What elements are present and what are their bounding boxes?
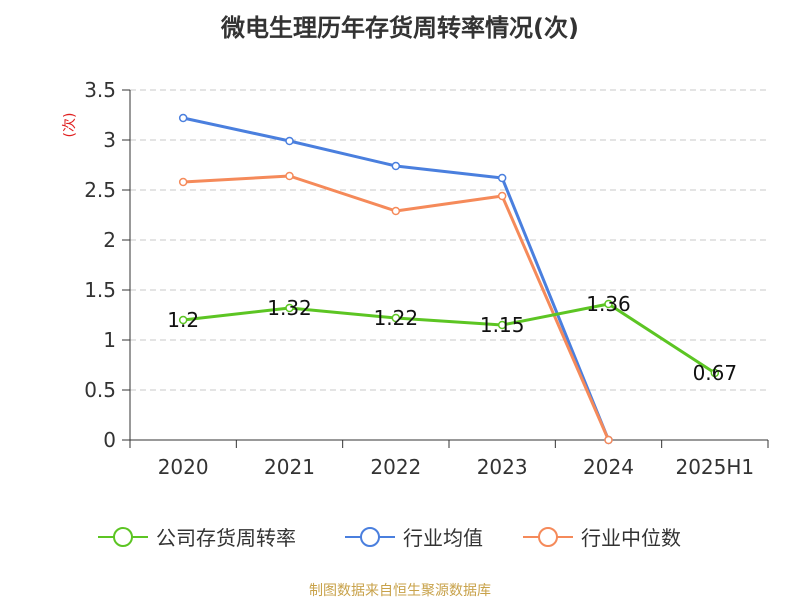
legend-item-industry-avg[interactable]: 行业均值	[345, 522, 483, 551]
y-tick-label: 2	[103, 228, 116, 252]
legend-item-industry-median[interactable]: 行业中位数	[523, 522, 681, 551]
y-tick-label: 1.5	[84, 278, 116, 302]
data-point-0	[285, 303, 294, 313]
y-tick-label: 3	[103, 128, 116, 152]
legend-label-industry-avg: 行业均值	[403, 526, 483, 550]
data-label: 1.2	[167, 308, 199, 332]
legend-swatch-industry-median	[523, 526, 573, 547]
data-point-0	[604, 299, 613, 309]
data-point-1	[391, 161, 401, 171]
chart-title: 微电生理历年存货周转率情况(次)	[221, 14, 579, 42]
legend-marker-industry-median	[538, 526, 558, 547]
x-tick-label: 2020	[158, 455, 209, 479]
legend-swatch-company	[98, 526, 148, 547]
data-point-2	[604, 435, 613, 445]
data-label: 1.32	[267, 296, 312, 320]
data-point-1	[178, 113, 188, 123]
data-point-0	[391, 313, 401, 323]
legend-marker-industry-avg	[360, 526, 380, 547]
data-point-2	[497, 191, 507, 201]
x-tick-label: 2024	[583, 455, 634, 479]
data-point-1	[285, 136, 294, 146]
legend: 公司存货周转率 行业均值 行业中位数	[0, 522, 800, 552]
data-point-1	[497, 173, 507, 183]
data-label: 1.36	[586, 292, 631, 316]
legend-swatch-industry-avg	[345, 526, 395, 547]
legend-label-company: 公司存货周转率	[156, 526, 296, 550]
x-tick-label: 2023	[477, 455, 528, 479]
data-label: 1.22	[374, 306, 419, 330]
legend-marker-company	[113, 526, 133, 547]
data-point-2	[285, 171, 294, 181]
x-tick-label: 2022	[370, 455, 421, 479]
data-point-0	[497, 320, 507, 330]
series-line-0	[182, 302, 716, 375]
data-point-0	[710, 368, 720, 378]
x-tick-label: 2021	[264, 455, 315, 479]
legend-label-industry-median: 行业中位数	[581, 526, 681, 550]
x-tick-label: 2025H1	[675, 455, 754, 479]
y-axis-label: (次)	[62, 113, 78, 138]
y-tick-label: 1	[103, 328, 116, 352]
axis-layer: 0 0.5 1 1.5 2 2.5 3 3.5 2020 2021 2022 2023 2024 2025…	[62, 78, 769, 479]
data-point-2	[391, 206, 401, 216]
data-label: 1.15	[480, 313, 525, 337]
series-layer	[178, 113, 720, 445]
source-note: 制图数据来自恒生聚源数据库	[309, 583, 491, 599]
legend-item-company[interactable]: 公司存货周转率	[98, 522, 296, 551]
y-tick-label: 2.5	[84, 178, 116, 202]
label-layer: 1.2 1.32 1.22 1.15 1.36 0.67	[167, 292, 737, 385]
y-tick-label: 0	[103, 428, 116, 452]
data-label: 0.67	[693, 361, 738, 385]
y-tick-label: 3.5	[84, 78, 116, 102]
data-point-0	[178, 315, 188, 325]
data-point-2	[178, 177, 188, 187]
y-tick-label: 0.5	[84, 378, 116, 402]
